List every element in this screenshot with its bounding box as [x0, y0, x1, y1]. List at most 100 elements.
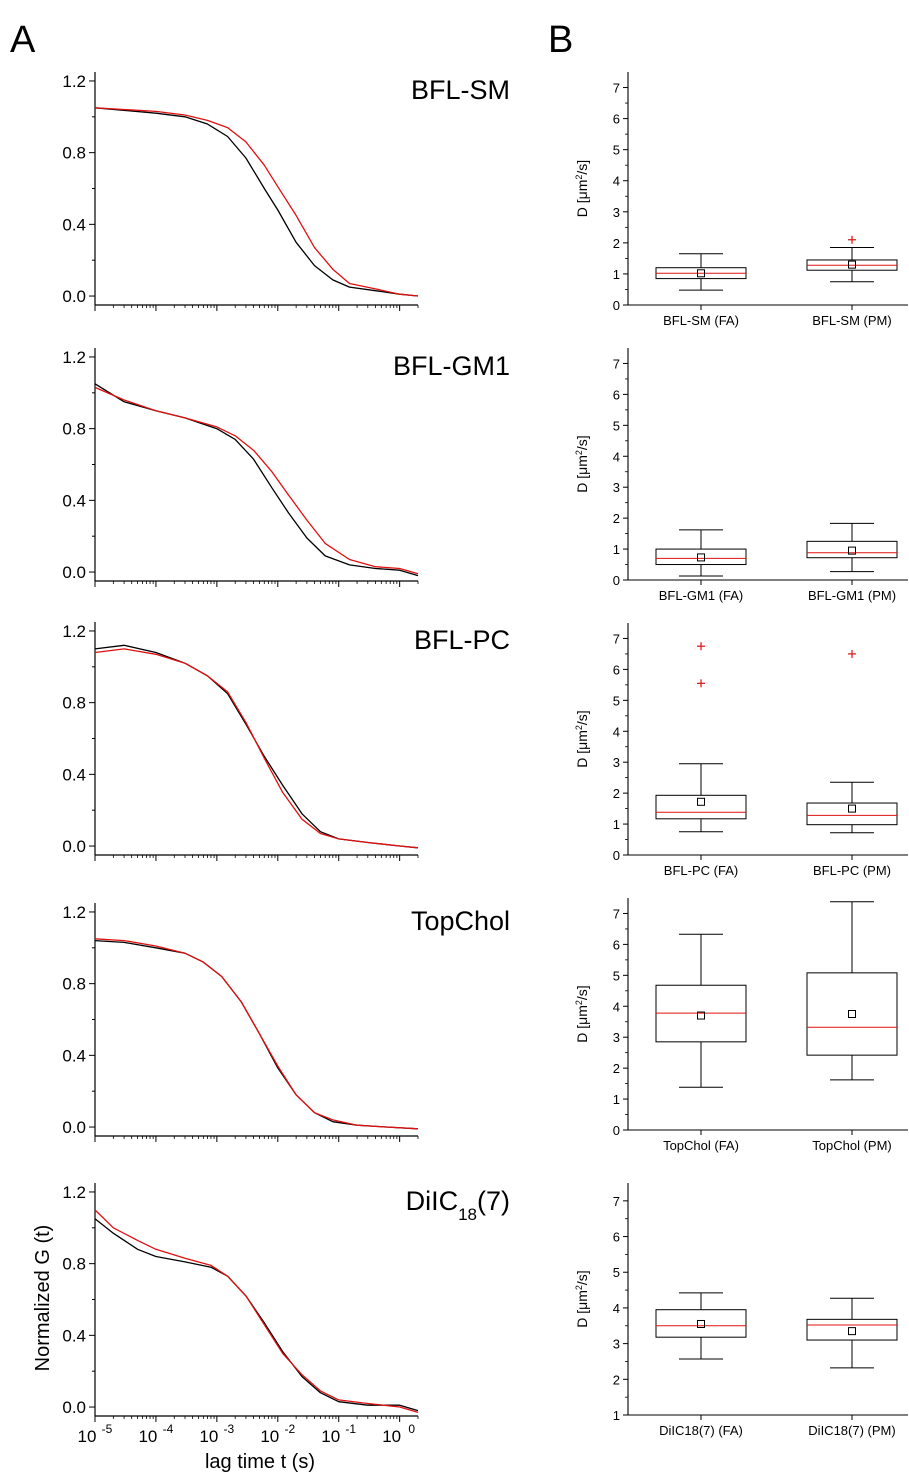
- probe-label: BFL-SM: [411, 75, 510, 105]
- series-black-curve: [94, 939, 419, 1130]
- y-tick-label: 0.4: [62, 1046, 86, 1065]
- y-tick-label: 1: [613, 817, 620, 832]
- x-tick-exponent: 0: [408, 1422, 415, 1436]
- mean-marker: [697, 269, 705, 278]
- y-tick-label: 0: [613, 1123, 620, 1138]
- panel-a-xlabel: lag time t (s): [205, 1451, 315, 1473]
- y-tick-label: 4: [613, 724, 620, 739]
- x-tick-label: 10: [382, 1427, 401, 1446]
- mean-marker: [697, 1319, 705, 1328]
- series-black-curve: [94, 1218, 419, 1412]
- y-tick-label: 7: [613, 1194, 620, 1209]
- x-tick-label: 10: [260, 1427, 279, 1446]
- x-tick-label: 10: [321, 1427, 340, 1446]
- y-tick-label: 0.8: [62, 1255, 86, 1274]
- y-tick-label: 0.0: [62, 1398, 86, 1417]
- series-red-curve: [94, 1209, 419, 1414]
- iqr-box: [655, 548, 747, 566]
- y-tick-label: 0.4: [62, 1326, 86, 1345]
- y-tick-label: 2: [613, 1061, 620, 1076]
- y-tick-label: 6: [613, 112, 620, 127]
- x-tick-label: 10: [78, 1427, 97, 1446]
- y-tick-label: 3: [613, 1030, 620, 1045]
- panel-a-ylabel: Normalized G (t): [32, 1225, 54, 1372]
- x-tick-exponent: -4: [163, 1422, 174, 1436]
- y-tick-label: 1.2: [62, 1183, 86, 1202]
- panel-b-letter: B: [548, 19, 573, 61]
- x-tick-exponent: -5: [102, 1422, 113, 1436]
- y-tick-label: 1: [613, 1408, 620, 1423]
- category-label: BFL-GM1 (PM): [808, 588, 896, 603]
- iqr-box: [806, 1318, 898, 1341]
- y-tick-label: 7: [613, 631, 620, 646]
- y-tick-label: 0.0: [62, 837, 86, 856]
- panel-a-letter: A: [10, 19, 36, 61]
- y-tick-label: 2: [613, 786, 620, 801]
- y-tick-label: 1.2: [62, 903, 86, 922]
- y-tick-label: 0.0: [62, 1118, 86, 1137]
- category-label: BFL-PC (FA): [664, 863, 738, 878]
- mean-marker: [848, 1327, 856, 1336]
- category-label: BFL-PC (PM): [813, 863, 891, 878]
- mean-marker: [848, 1010, 856, 1018]
- y-tick-label: 4: [613, 1301, 620, 1316]
- category-label: BFL-SM (PM): [812, 313, 891, 328]
- y-tick-label: 3: [613, 480, 620, 495]
- category-label: BFL-SM (FA): [663, 313, 739, 328]
- x-tick-label: 10: [138, 1427, 157, 1446]
- y-tick-label: 4: [613, 999, 620, 1014]
- boxplot: 1 2 3 4 5 6 7 D [μm2/s] DiIC18(7) (FA) DiIC18(7) …: [574, 1183, 908, 1438]
- y-tick-label: 3: [613, 755, 620, 770]
- mean-marker: [697, 553, 705, 562]
- series-red-curve: [94, 386, 419, 575]
- y-tick-label: 0.8: [62, 975, 86, 994]
- y-tick-label: 2: [613, 511, 620, 526]
- mean-marker: [848, 260, 856, 269]
- boxplot: 0 1 2 3 4 5 6 7 D [μm2/s] BFL-SM (FA) BFL-SM (PM): [574, 72, 908, 328]
- probe-label: BFL-PC: [414, 625, 510, 655]
- probe-label: TopChol: [411, 906, 510, 936]
- y-tick-label: 4: [613, 174, 620, 189]
- y-tick-label: 5: [613, 1265, 620, 1280]
- category-label: DiIC18(7) (PM): [808, 1423, 895, 1438]
- y-tick-label: 2: [613, 236, 620, 251]
- category-label: BFL-GM1 (FA): [659, 588, 744, 603]
- y-tick-label: 0.0: [62, 563, 86, 582]
- correlation-plot: 0.0 0.4 0.8 1.2 BFL-PC: [62, 622, 510, 861]
- y-tick-label: 0.8: [62, 694, 86, 713]
- series-black-curve: [94, 383, 419, 577]
- correlation-plot: 0.0 0.4 0.8 1.2 BFL-SM: [62, 72, 510, 311]
- x-tick-exponent: -3: [224, 1422, 235, 1436]
- y-tick-label: 6: [613, 1230, 620, 1245]
- boxplot: 0 1 2 3 4 5 6 7 D [μm2/s] TopChol (FA) TopChol (PM…: [574, 898, 908, 1153]
- y-tick-label: 3: [613, 205, 620, 220]
- boxplot: 0 1 2 3 4 5 6 7 D [μm2/s] BFL-PC (FA) BFL-PC (PM): [574, 623, 908, 878]
- y-tick-label: 1.2: [62, 622, 86, 641]
- y-tick-label: 1: [613, 267, 620, 282]
- y-axis-label: D [μm2/s]: [574, 710, 590, 767]
- y-tick-label: 6: [613, 662, 620, 677]
- y-tick-label: 5: [613, 418, 620, 433]
- y-tick-label: 0.8: [62, 420, 86, 439]
- iqr-box: [806, 540, 898, 559]
- series-black-curve: [94, 107, 419, 297]
- y-tick-label: 0: [613, 573, 620, 588]
- y-tick-label: 0: [613, 848, 620, 863]
- iqr-box: [655, 1309, 747, 1338]
- y-tick-label: 0.4: [62, 491, 86, 510]
- y-tick-label: 1: [613, 542, 620, 557]
- y-tick-label: 0.4: [62, 765, 86, 784]
- y-tick-label: 4: [613, 449, 620, 464]
- y-tick-label: 5: [613, 693, 620, 708]
- y-tick-label: 1.2: [62, 348, 86, 367]
- category-label: DiIC18(7) (FA): [659, 1423, 743, 1438]
- iqr-box: [655, 794, 747, 820]
- category-label: TopChol (FA): [663, 1138, 739, 1153]
- y-axis-label: D [μm2/s]: [574, 160, 590, 217]
- mean-marker: [848, 804, 856, 813]
- correlation-plot: 0.0 0.4 0.8 1.2 TopChol: [62, 903, 510, 1142]
- series-black-curve: [94, 644, 419, 849]
- x-tick-label: 10: [199, 1427, 218, 1446]
- series-red-curve: [94, 648, 419, 849]
- y-tick-label: 0: [613, 298, 620, 313]
